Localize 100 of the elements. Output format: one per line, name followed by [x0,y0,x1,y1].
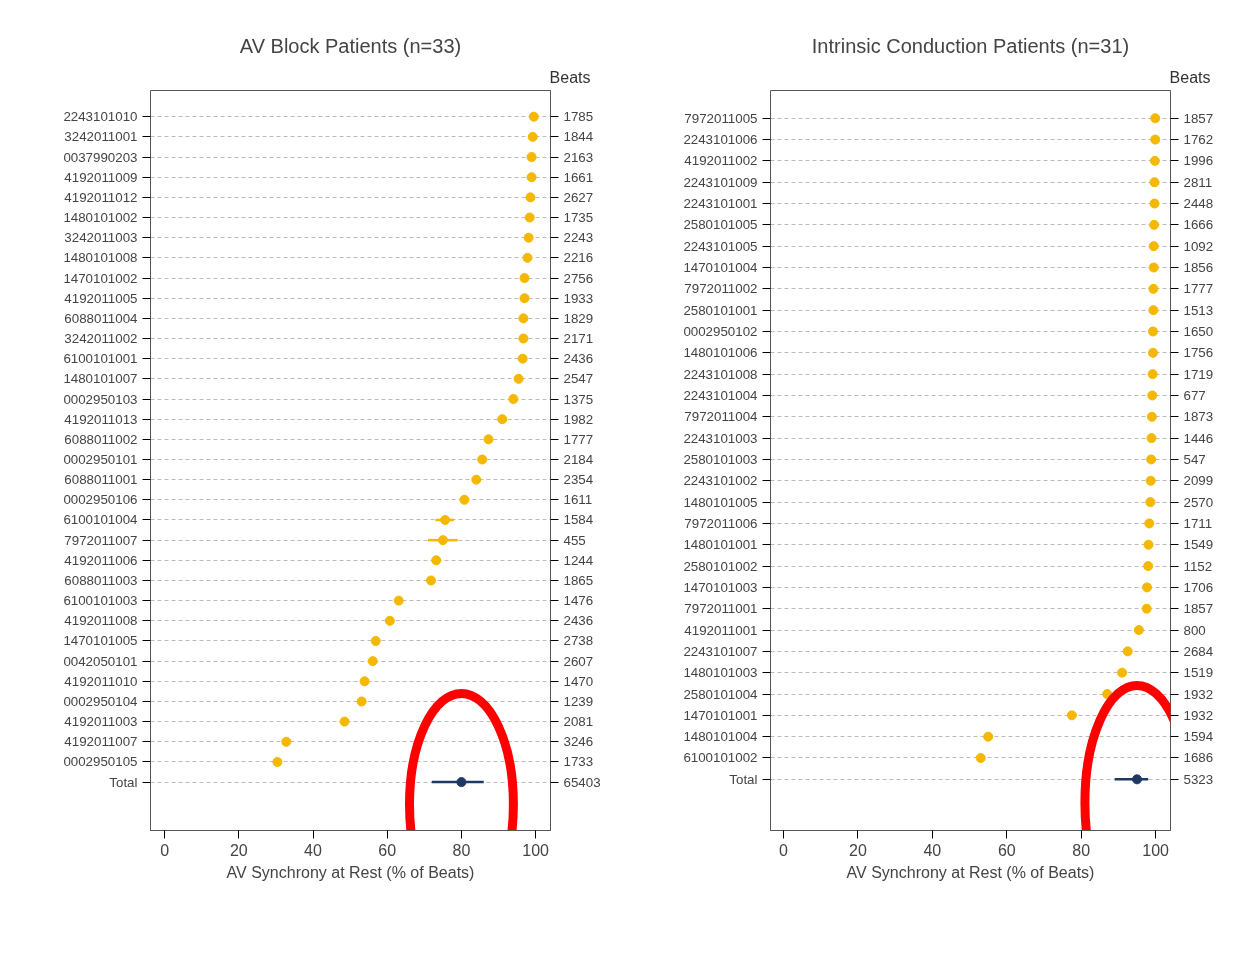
y2-tick-label: 1706 [1183,579,1214,595]
y2-axis-title: Beats [549,68,591,86]
y-tick-label: 4192011013 [64,411,138,427]
y-tick-label: 2243101001 [683,196,758,212]
point [518,313,529,324]
point [522,252,533,263]
point [483,434,494,445]
y2-tick-label: 1470 [563,673,594,689]
y-tick-label: 4192011009 [64,169,138,185]
point [1146,433,1157,444]
point [356,696,367,707]
y2-tick-label: 1865 [563,572,594,588]
y-tick-label: 1480101002 [63,210,138,226]
y-tick-label: 0002950105 [63,754,138,770]
y2-tick-label: 1711 [1183,515,1213,531]
y2-tick-label: 1152 [1183,558,1213,574]
point [393,595,404,606]
point [440,514,451,525]
y2-tick-label: 1873 [1183,409,1214,425]
point [1145,475,1156,486]
y-tick-label: 2243101002 [683,473,758,489]
point [1147,390,1158,401]
point [1148,347,1159,358]
y-tick-label: 1470101003 [683,579,758,595]
y-tick-label: 1480101003 [683,665,758,681]
y2-tick-label: 800 [1183,622,1206,638]
y-tick-label: 4192011012 [64,189,138,205]
y-tick-label: 1480101005 [683,494,758,510]
y-tick-label: 2243101006 [683,132,758,148]
point [1146,411,1157,422]
y-tick-label: 2580101005 [683,217,758,233]
point [471,474,482,485]
y2-tick-label: 2436 [563,351,594,367]
y-tick-label: 1470101002 [63,270,138,286]
y-tick-label: 6100101004 [63,512,139,528]
point [526,172,537,183]
y-tick-label: 0002950102 [683,323,758,339]
y-tick-label: 2580101004 [683,686,759,702]
point [527,131,538,142]
point [1150,134,1161,145]
y-tick-label: 7972011001 [684,601,758,617]
point [1146,454,1157,465]
point [1147,369,1158,380]
y-tick-label: 6088011004 [64,310,139,326]
point [517,353,528,364]
point [281,736,292,747]
y-tick-label: 4192011003 [64,714,138,730]
y-tick-label: 1470101005 [63,633,138,649]
y-tick-label: 4192011002 [684,153,758,169]
y-tick-label: 2580101001 [683,302,758,318]
point [1148,262,1159,273]
y2-tick-label: 1829 [563,310,594,326]
y-tick-label: 7972011004 [684,409,759,425]
point [426,575,437,586]
y2-tick-label: 1584 [563,512,594,528]
point [518,333,529,344]
point [528,111,539,122]
y2-tick-label: 3246 [563,734,594,750]
point [523,232,534,243]
point [1149,198,1160,209]
y2-tick-label: 1735 [563,210,594,226]
y-tick-label: 6088011001 [64,472,138,488]
y2-tick-label: 1777 [1183,281,1214,297]
y-tick-label: 2243101005 [683,238,758,254]
y2-tick-label: 1844 [563,129,594,145]
y-tick-label: 4192011001 [684,622,758,638]
x-tick-label: 0 [160,841,170,859]
y2-tick-label: 1777 [563,431,594,447]
y-tick-label: 2243101010 [63,109,138,125]
y2-tick-label: 1996 [1183,153,1214,169]
y-tick-label: 0002950101 [63,451,138,467]
y2-tick-label: 1375 [563,391,594,407]
x-tick-label: 60 [997,841,1016,859]
x-tick-label: 80 [1072,841,1091,859]
point [1143,539,1154,550]
y2-tick-label: 1982 [563,411,594,427]
y-tick-label: 6100101002 [683,750,758,766]
y-tick-label: 7972011007 [64,532,138,548]
point [1149,155,1160,166]
y-tick-label: 0002950104 [63,693,139,709]
point [526,152,537,163]
y-tick-label: 4192011010 [64,673,138,689]
y2-tick-label: 2436 [563,613,594,629]
y-tick-label: 1480101008 [63,250,138,266]
y-tick-label: 2243101004 [683,387,759,403]
y-tick-label: 2580101003 [683,451,758,467]
y-tick-label: 3242011002 [64,331,138,347]
x-tick-label: 60 [378,841,397,859]
point [1141,603,1152,614]
point [1132,774,1143,785]
point [1148,326,1159,337]
y2-tick-label: 1666 [1183,217,1214,233]
y2-tick-label: 2099 [1183,473,1214,489]
y2-tick-label: 1513 [1183,302,1214,318]
y2-tick-label: 2547 [563,371,594,387]
point [1148,283,1159,294]
y2-tick-label: 1762 [1183,132,1214,148]
point [508,394,519,404]
x-tick-label: 20 [849,841,867,859]
y2-tick-label: 1785 [563,109,594,125]
